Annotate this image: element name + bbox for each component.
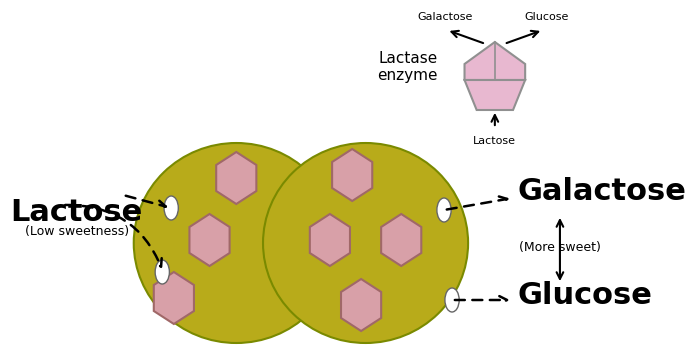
Text: Glucose: Glucose xyxy=(524,12,568,22)
Ellipse shape xyxy=(155,260,169,284)
Polygon shape xyxy=(310,214,350,266)
Polygon shape xyxy=(465,80,525,110)
Polygon shape xyxy=(341,279,382,331)
Text: Galactose: Galactose xyxy=(417,12,473,22)
Ellipse shape xyxy=(445,288,459,312)
Text: Glucose: Glucose xyxy=(517,281,652,310)
Text: (More sweet): (More sweet) xyxy=(519,241,601,254)
Polygon shape xyxy=(216,152,256,204)
Polygon shape xyxy=(190,214,230,266)
Text: Lactose: Lactose xyxy=(473,136,517,146)
Text: Lactose: Lactose xyxy=(10,198,143,227)
Polygon shape xyxy=(154,272,194,324)
Polygon shape xyxy=(465,42,525,80)
Ellipse shape xyxy=(437,198,452,222)
Polygon shape xyxy=(332,149,372,201)
Text: (Low sweetness): (Low sweetness) xyxy=(25,225,129,238)
Ellipse shape xyxy=(134,143,339,343)
Text: Galactose: Galactose xyxy=(517,177,686,206)
Text: Lactase
enzyme: Lactase enzyme xyxy=(377,51,438,83)
Polygon shape xyxy=(381,214,421,266)
Ellipse shape xyxy=(164,196,178,220)
Ellipse shape xyxy=(263,143,468,343)
